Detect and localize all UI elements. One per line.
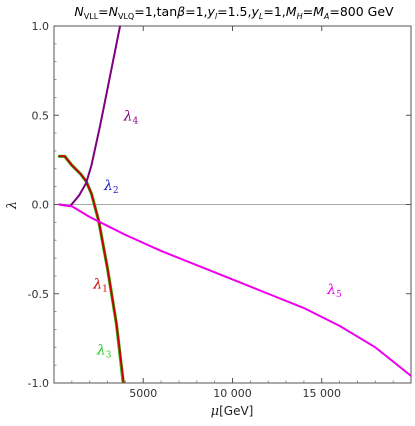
x-axis-ticks: 5000 10 000 15 000: [71, 26, 394, 400]
y-tick-label: -0.5: [28, 288, 49, 301]
chart-title: NVLL=NVLQ=1,tanβ=1,yl=1.5,yL=1,MH=MA=800…: [74, 4, 394, 21]
y-tick-label: 0.0: [32, 199, 50, 212]
series-label-1: λ1: [92, 276, 108, 294]
y-tick-label: -1.0: [28, 377, 49, 390]
x-tick-label: 5000: [129, 387, 157, 400]
series-label-5: λ5: [326, 282, 342, 300]
y-axis-label: λ: [5, 201, 20, 210]
y-tick-label: 1.0: [32, 20, 50, 33]
x-axis-label: μ[GeV]: [211, 404, 254, 419]
series-label-2: λ2: [103, 178, 119, 196]
y-tick-label: 0.5: [32, 109, 50, 122]
x-tick-label: 10 000: [213, 387, 252, 400]
y-axis-ticks: 1.0 0.5 0.0 -0.5 -1.0: [28, 20, 411, 390]
series-line-λ1: [58, 155, 125, 383]
series-label-3: λ3: [96, 342, 112, 360]
series-label-4: λ4: [123, 109, 139, 127]
series-line-λ4: [58, 26, 122, 208]
series-labels: λ1 λ2 λ3 λ4 λ5: [92, 109, 342, 361]
x-tick-label: 15 000: [303, 387, 342, 400]
series-lines: [57, 26, 411, 383]
series-line-λ5: [58, 203, 411, 377]
